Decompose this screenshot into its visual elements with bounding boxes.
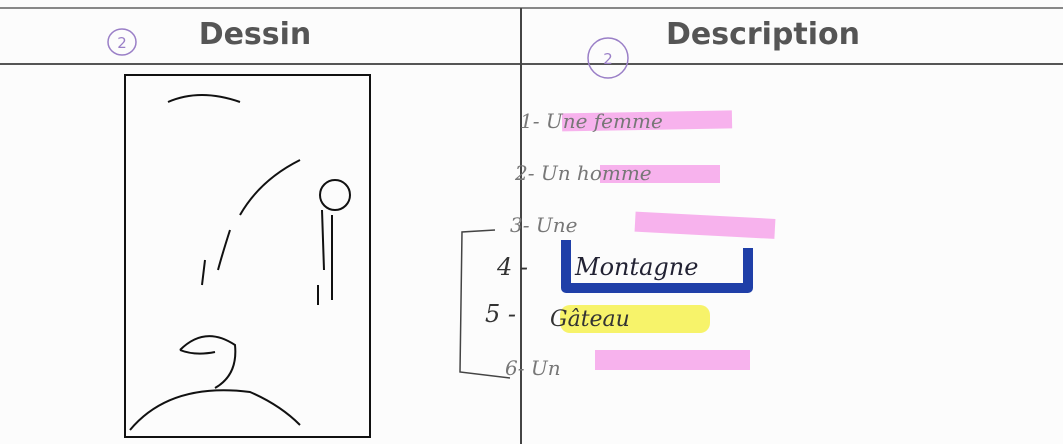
- header-note: 2: [117, 34, 127, 52]
- list-item: 4 -: [496, 253, 528, 281]
- list-item: Montagne: [574, 253, 698, 281]
- list-item: 2- Un homme: [514, 161, 652, 185]
- column-title: Dessin: [199, 17, 312, 52]
- list-item: 1- Une femme: [520, 109, 663, 133]
- list-item: 3- Une: [510, 213, 577, 237]
- list-item: 6- Un: [505, 356, 561, 380]
- header-note: 2: [603, 50, 613, 68]
- column-title: Description: [666, 17, 860, 52]
- list-item: Gâteau: [550, 307, 630, 332]
- list-item: 5 -: [485, 300, 516, 328]
- circled-note: [587, 37, 629, 79]
- highlights: [459, 110, 776, 379]
- drawing: [124, 74, 371, 438]
- circled-note: [107, 28, 137, 56]
